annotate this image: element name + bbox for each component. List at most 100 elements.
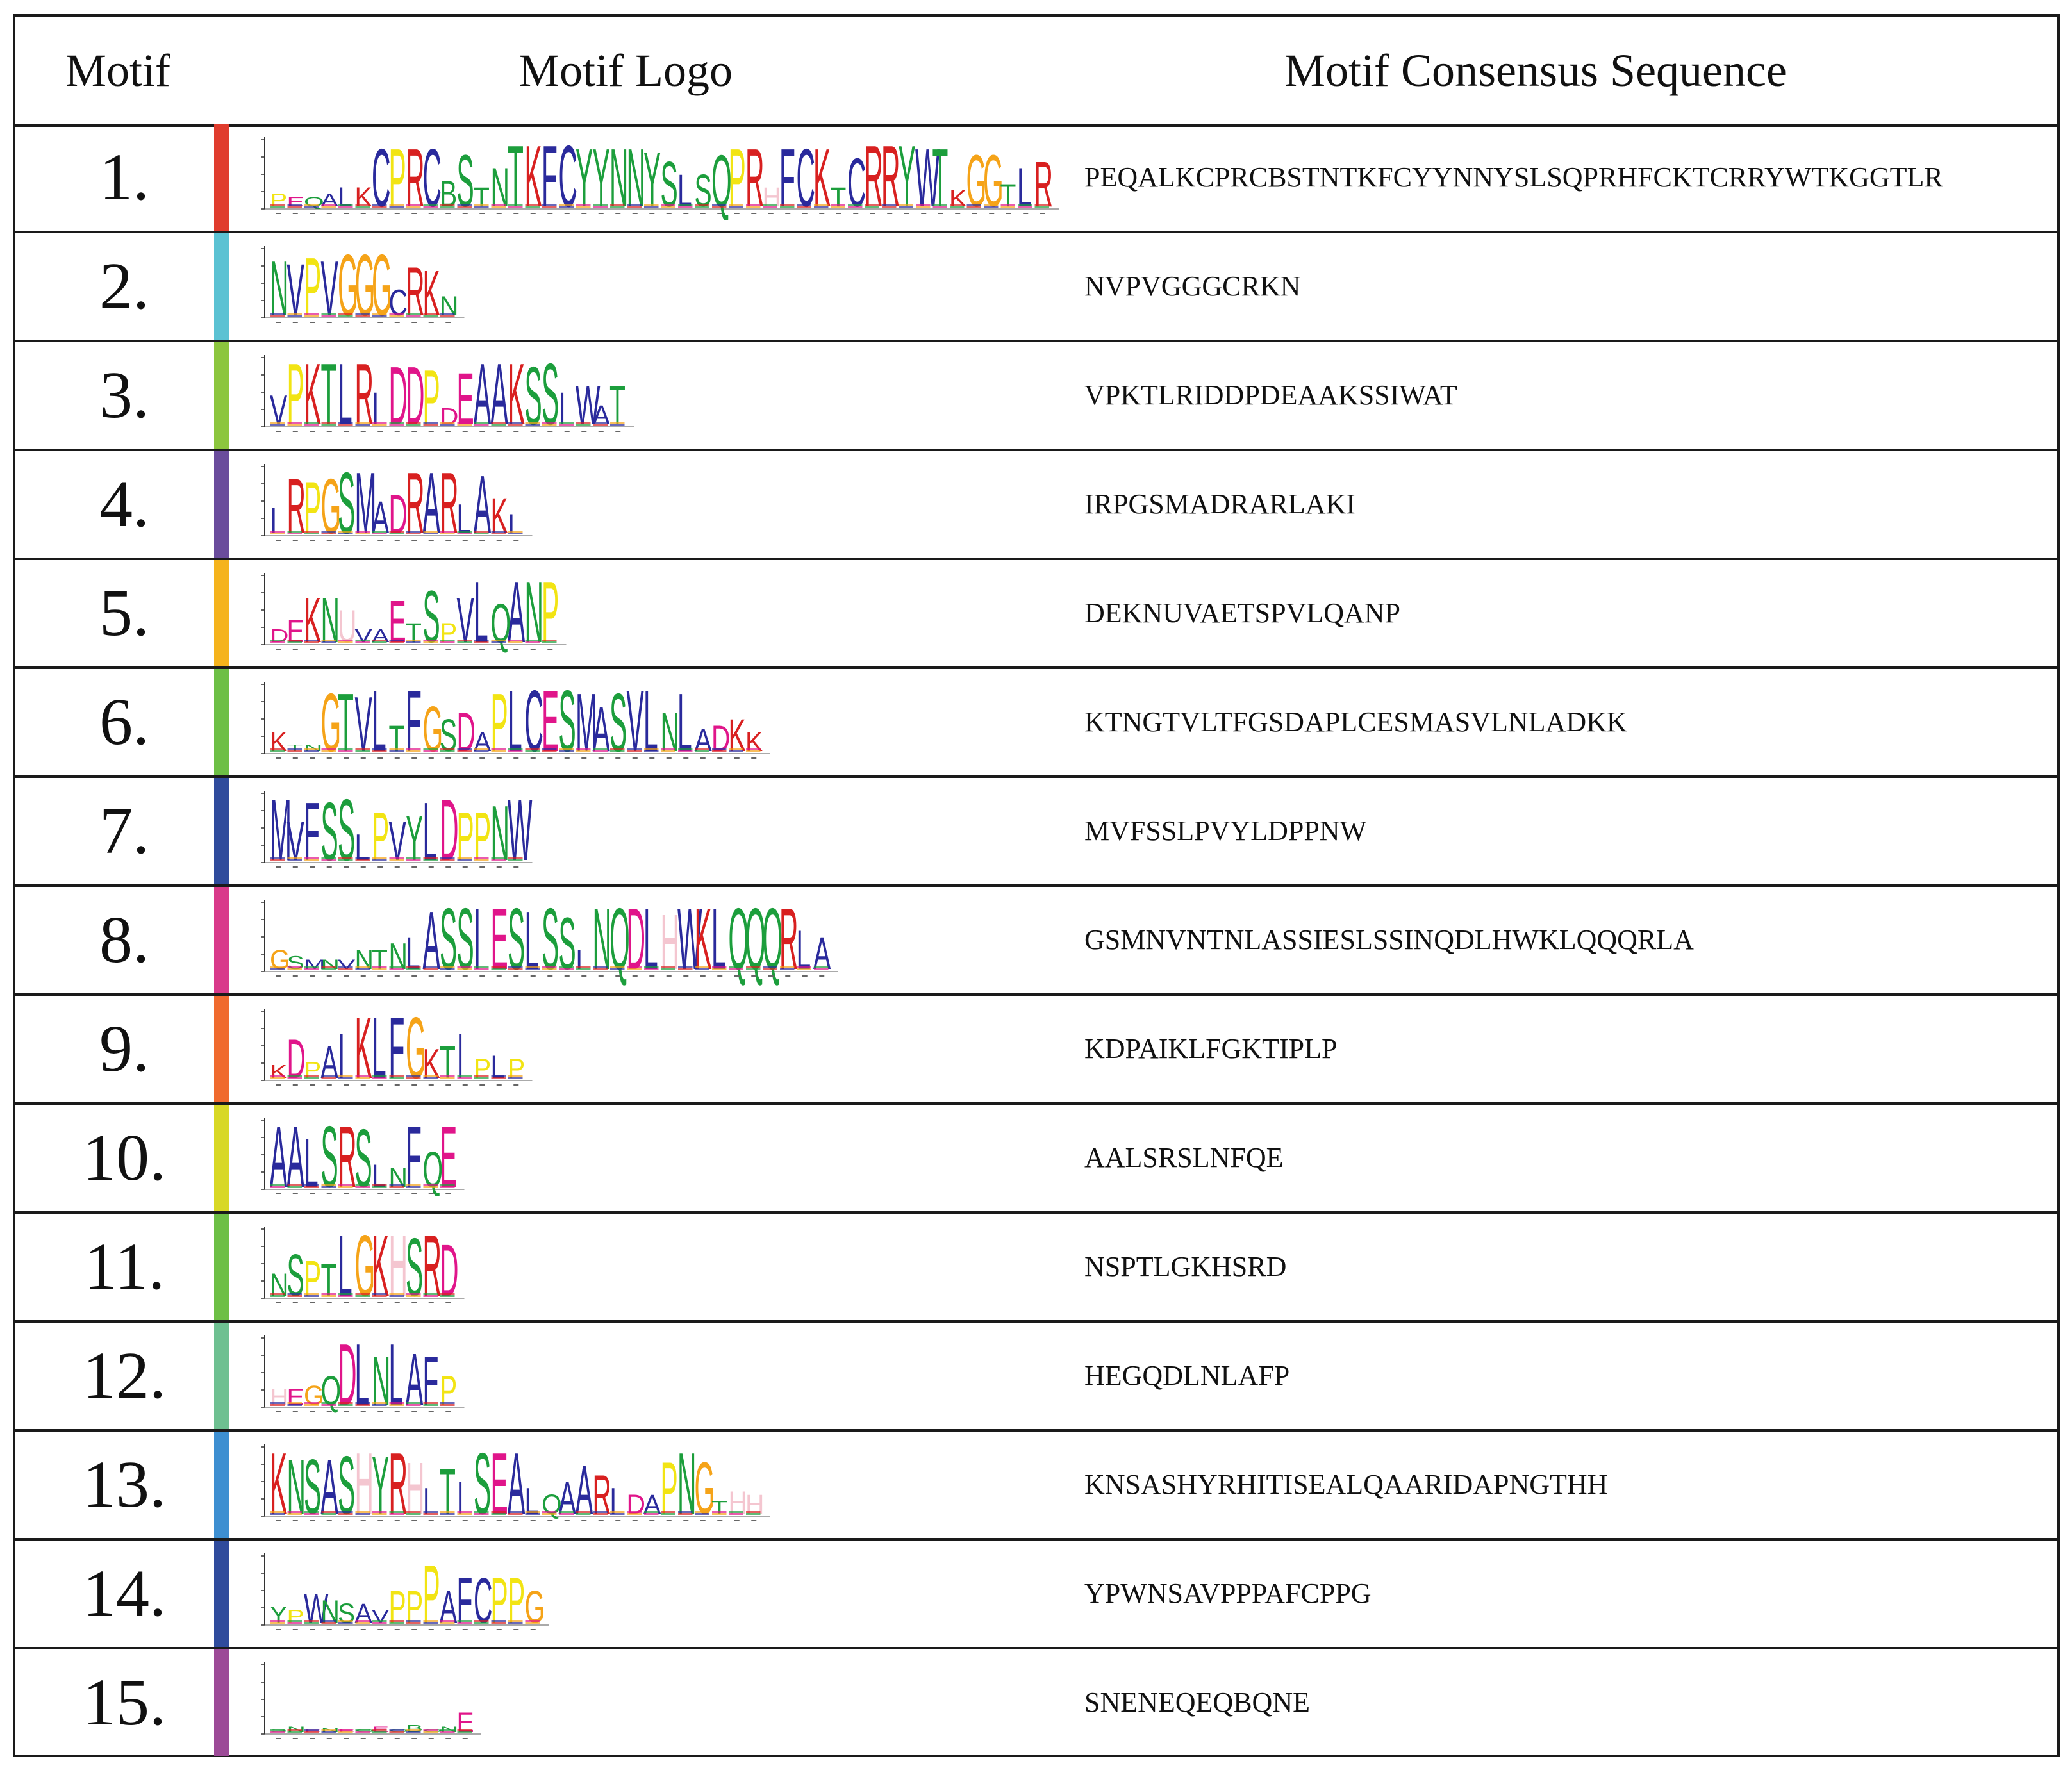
logo-minor-residue: [338, 1513, 353, 1515]
logo-column: S: [355, 1112, 372, 1205]
logo-minor-residue: [321, 1511, 336, 1513]
logo-minor-residue: [423, 206, 438, 208]
logo-x-tick: [445, 649, 451, 650]
logo-column: Q: [423, 1728, 443, 1739]
logo-minor-residue: [542, 748, 557, 750]
logo-letter: Y: [899, 128, 916, 226]
logo-minor-residue: [899, 204, 913, 206]
logo-letter: W: [508, 782, 533, 879]
logo-column: Q: [609, 891, 630, 988]
logo-x-tick: [530, 975, 536, 977]
logo-minor-residue: [491, 857, 506, 859]
logo-letter: N: [321, 1594, 340, 1630]
logo-letter: D: [338, 1327, 356, 1424]
logo-minor-residue: [287, 1077, 302, 1079]
logo-x-tick: [547, 213, 553, 214]
logo-x-tick: [394, 1193, 400, 1194]
logo-letter: C: [525, 673, 543, 770]
logo-x-tick: [344, 1193, 349, 1194]
logo-minor-residue: [966, 206, 981, 208]
motif-row: 1. P E Q A L K C P R C B S T N T K F C Y Y N N Y S L S Q P R H F C K T C R R Y…: [15, 124, 2057, 233]
logo-minor-residue: [270, 1513, 285, 1515]
logo-column: A: [593, 399, 610, 432]
logo-column: L: [525, 895, 540, 987]
logo-minor-residue: [304, 1186, 319, 1188]
logo-letter: A: [559, 1473, 576, 1524]
logo-letter: T: [831, 181, 847, 212]
logo-x-tick: [598, 975, 604, 977]
logo-minor-residue: [593, 968, 608, 970]
logo-letter: I: [372, 383, 379, 434]
logo-minor-residue: [440, 1511, 455, 1513]
logo-letter: R: [338, 1109, 356, 1206]
logo-column: L: [338, 181, 353, 214]
logo-letter: L: [338, 181, 352, 212]
logo-x-tick: [344, 1302, 349, 1303]
logo-column: N: [627, 132, 645, 224]
logo-minor-residue: [525, 204, 540, 206]
logo-column: E: [542, 673, 559, 770]
logo-x-tick: [411, 757, 417, 759]
logo-column: L: [677, 677, 693, 769]
logo-column: P: [423, 1548, 440, 1641]
logo-column: V: [338, 956, 356, 977]
logo-minor-residue: [338, 857, 353, 859]
logo-x-tick: [496, 540, 502, 541]
logo-letter: T: [1000, 178, 1016, 213]
motif-table: Motif Motif Logo Motif Consensus Sequenc…: [13, 14, 2060, 1757]
logo-x-tick: [276, 649, 281, 650]
logo-minor-residue: [559, 968, 574, 970]
logo-minor-residue: [287, 857, 302, 859]
logo-minor-residue: [678, 968, 693, 970]
logo-minor-residue: [950, 206, 965, 208]
logo-column: C: [559, 128, 577, 226]
logo-x-tick: [377, 757, 383, 759]
logo-letter: Q: [745, 891, 766, 988]
logo-minor-residue: [610, 204, 625, 206]
logo-minor-residue: [270, 1293, 285, 1295]
motif-row: 13. K N S A S H Y R H I T I S E A L Q A A R I D A P N G T H H KNSASHYR…: [15, 1432, 2057, 1541]
logo-minor-residue: [508, 1075, 523, 1077]
logo-minor-residue: [644, 1511, 659, 1513]
logo-minor-residue: [678, 1513, 693, 1515]
logo-x-tick: [292, 1193, 298, 1194]
logo-minor-residue: [508, 641, 523, 643]
logo-minor-residue: [389, 641, 404, 643]
logo-minor-residue: [355, 641, 370, 643]
logo-minor-residue: [355, 748, 370, 750]
logo-minor-residue: [304, 1295, 319, 1297]
logo-x-tick: [479, 757, 485, 759]
logo-column: Q: [729, 891, 749, 988]
logo-minor-residue: [423, 313, 438, 315]
logo-x-tick: [445, 1738, 451, 1739]
logo-x-tick: [377, 866, 383, 868]
logo-letter: P: [440, 1368, 457, 1414]
logo-x-tick: [615, 757, 621, 759]
logo-column: L: [304, 1125, 319, 1202]
logo-column: F: [406, 1109, 422, 1206]
logo-minor-residue: [321, 1075, 336, 1077]
logo-minor-residue: [270, 748, 285, 750]
logo-x-tick: [411, 213, 417, 214]
logo-letter: L: [372, 1000, 386, 1097]
logo-x-tick: [428, 866, 434, 868]
logo-x-tick: [717, 975, 723, 977]
logo-column: Q: [491, 593, 511, 654]
logo-x-tick: [310, 1084, 315, 1086]
logo-minor-residue: [678, 748, 693, 750]
logo-minor-residue: [593, 424, 608, 426]
logo-x-tick: [360, 1629, 366, 1630]
logo-letter: S: [508, 891, 525, 988]
logo-minor-residue: [338, 1622, 353, 1624]
logo-minor-residue: [423, 1295, 438, 1297]
logo-x-tick: [513, 649, 519, 650]
logo-minor-residue: [712, 968, 727, 970]
logo-x-tick: [394, 1302, 400, 1303]
logo-letter: L: [474, 564, 488, 661]
logo-minor-residue: [321, 315, 336, 317]
logo-minor-residue: [474, 1075, 489, 1077]
logo-minor-residue: [644, 968, 659, 970]
logo-minor-residue: [610, 750, 625, 752]
